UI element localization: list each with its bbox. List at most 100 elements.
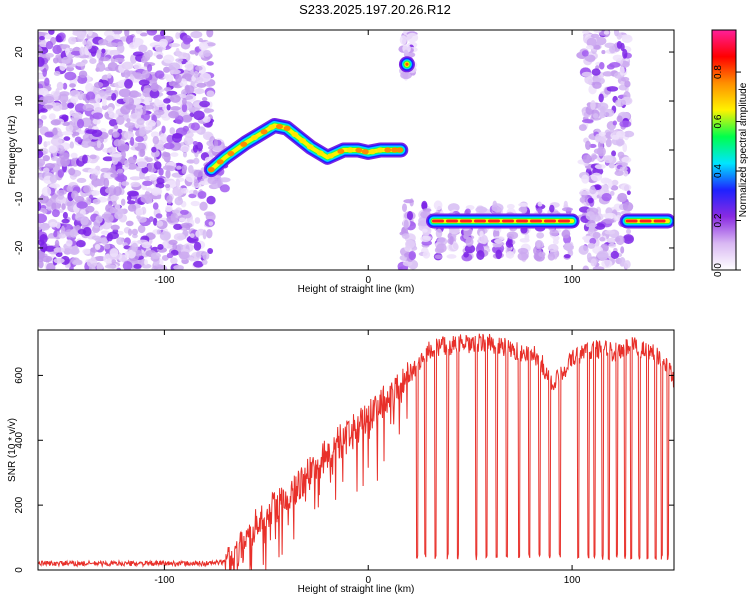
noise-blob [169,127,176,135]
noise-blob [95,93,101,104]
noise-blob [55,35,62,43]
noise-blob [206,195,216,205]
colorbar-tick-label: 0.6 [713,114,724,128]
noise-blob [171,133,182,143]
noise-blob [213,139,219,149]
noise-blob [609,62,621,68]
noise-blob [596,253,608,258]
noise-blob [38,46,43,56]
noise-blob [143,96,152,102]
noise-blob [150,189,162,194]
noise-blob [207,247,214,254]
noise-blob [611,179,619,186]
colorbar-tick: 0.2 [713,213,741,227]
signal-track [203,118,409,178]
noise-blob [101,48,106,54]
noise-blob [517,247,529,255]
noise-blob [156,177,165,185]
noise-blob [600,177,611,184]
noise-blob [136,92,142,97]
snr-x-tick-label: 0 [365,575,371,586]
noise-blob [606,237,617,244]
noise-blob [121,61,134,70]
noise-blob [552,239,559,245]
noise-blob [96,62,106,72]
noise-blob [142,180,153,187]
noise-blob [599,138,607,144]
noise-blob [124,122,136,129]
noise-blob [55,87,60,96]
noise-blob [602,71,613,77]
noise-blob [598,131,606,137]
noise-blob [193,157,200,165]
noise-blob [87,30,93,37]
track-peak [299,138,307,144]
noise-blob [135,136,144,143]
snr-y-tick: 600 [14,367,674,384]
noise-blob [177,52,189,60]
noise-blob [452,242,458,250]
noise-blob [208,221,214,226]
noise-blob [217,177,222,188]
noise-blob [118,88,131,98]
snr-x-tick-label: 100 [564,575,581,586]
snr-x-tick: -100 [154,330,175,586]
noise-blob [190,30,203,39]
noise-blob [103,30,115,37]
noise-blob [547,244,559,253]
noise-blob [150,131,160,138]
spectrogram-x-tick: 0 [365,30,371,286]
noise-blob [169,94,181,103]
noise-blob [581,71,593,77]
noise-blob [626,228,632,235]
noise-blob [589,237,597,245]
noise-blob [51,202,57,212]
noise-blob [154,70,165,79]
noise-blob [401,233,410,239]
noise-blob [117,143,130,152]
noise-blob [434,254,443,260]
noise-blob [126,162,138,170]
noise-blob [150,82,159,92]
signal-track [398,56,415,73]
noise-blob [480,235,488,245]
noise-blob [197,190,207,199]
noise-blob [617,151,625,159]
noise-blob [183,136,194,146]
noise-blob [69,141,75,149]
noise-blob [147,63,153,72]
noise-blob [162,152,171,158]
noise-blob [189,257,195,262]
noise-blob [93,81,104,88]
noise-blob [131,228,139,236]
noise-blob [83,185,91,193]
noise-blob [145,119,157,127]
track-peak [275,123,283,130]
noise-blob [518,202,528,207]
noise-blob [49,183,61,189]
noise-blob [623,170,629,177]
noise-blob [175,74,182,84]
noise-blob [75,62,86,67]
track-peak [346,147,354,153]
noise-blob [41,186,52,197]
noise-blob [38,87,49,96]
track-peak [291,131,299,138]
spectrogram-y-tick-label: 10 [14,95,25,107]
noise-blob [152,202,159,210]
noise-blob [110,224,120,231]
noise-blob [117,230,124,236]
noise-blob [608,163,616,169]
noise-blob [53,71,61,76]
noise-blob [447,203,460,213]
noise-blob [82,103,94,112]
noise-blob [449,235,454,245]
noise-blob [168,43,181,48]
noise-blob [62,211,68,219]
noise-blob [127,228,133,236]
noise-blob [601,50,606,55]
noise-blob [101,96,107,107]
noise-blob [69,90,81,98]
noise-blob [135,208,144,216]
spectrogram-x-ticks: -100 0 100 [154,30,581,286]
